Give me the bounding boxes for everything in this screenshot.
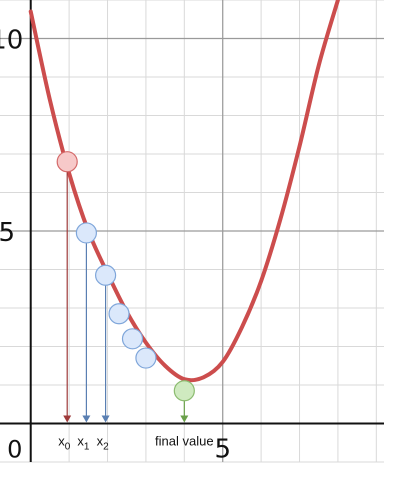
drop-lines	[63, 171, 189, 423]
origin-label: 0	[7, 436, 22, 464]
drop-arrowhead	[82, 415, 91, 423]
drop-arrowhead	[180, 415, 189, 423]
step-point	[135, 347, 157, 369]
step-point	[75, 222, 98, 244]
final-point	[173, 380, 195, 402]
step-point	[94, 264, 117, 286]
step-point	[121, 328, 144, 350]
annotation-label: x2	[97, 434, 110, 453]
drop-arrowhead	[101, 415, 110, 423]
y-tick-label: 10	[0, 26, 23, 56]
annotation-label: x0	[58, 434, 70, 453]
drop-arrowhead	[63, 415, 72, 423]
annotations: x0 x1 x2 final value	[58, 434, 213, 453]
annotation-label: final value	[155, 434, 214, 449]
annotation-label: x1	[77, 434, 90, 453]
major-grid	[0, 0, 384, 462]
y-tick-label: 5	[0, 218, 15, 248]
x-tick-label: 5	[214, 435, 231, 465]
step-point	[108, 303, 130, 325]
iterate-points	[56, 151, 195, 402]
axes	[0, 0, 384, 462]
loss-curve	[28, 0, 340, 383]
curve-layer	[28, 0, 340, 383]
start-point	[56, 151, 78, 173]
tick-labels: 5 10 5 0	[0, 26, 231, 465]
